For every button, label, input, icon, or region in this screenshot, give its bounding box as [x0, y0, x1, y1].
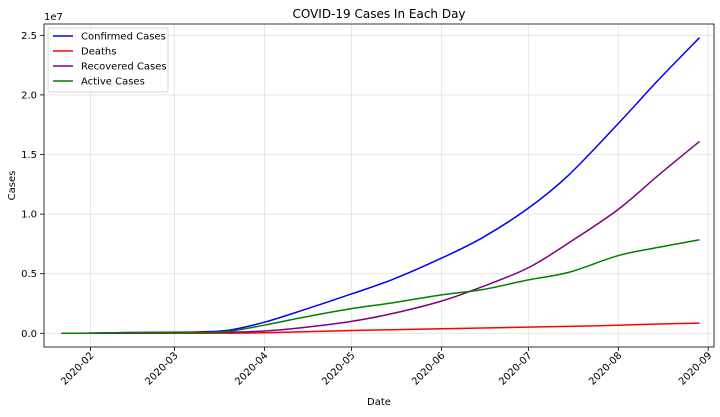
- chart-title: COVID-19 Cases In Each Day: [292, 7, 465, 21]
- y-tick-label: 2.0: [21, 90, 37, 101]
- legend-box: [47, 27, 169, 93]
- legend-label-active-cases: Active Cases: [81, 77, 145, 88]
- y-tick-label: 0.5: [21, 269, 37, 280]
- y-tick-label: 1.0: [21, 210, 37, 221]
- series-line-active-cases: [61, 238, 700, 335]
- x-axis-label: Date: [367, 397, 391, 408]
- y-tick-label: 0.0: [21, 329, 37, 340]
- y-tick-label: 2.5: [21, 31, 37, 42]
- legend: Confirmed Cases Deaths Recovered Cases Acti…: [47, 27, 169, 93]
- legend-label-deaths: Deaths: [81, 47, 116, 58]
- y-tick-label: 1.5: [21, 150, 37, 161]
- y-offset-label: 1e7: [44, 12, 63, 23]
- legend-label-recovered-cases: Recovered Cases: [81, 62, 167, 73]
- plot-area-frame: [43, 23, 715, 348]
- grid: [44, 24, 714, 347]
- y-axis-label: Cases: [7, 171, 18, 201]
- y-axis-ticks: 0.0 0.5 1.0 1.5 2.0 2.5: [21, 31, 44, 340]
- legend-label-confirmed-cases: Confirmed Cases: [81, 32, 166, 43]
- series-lines: [61, 37, 701, 335]
